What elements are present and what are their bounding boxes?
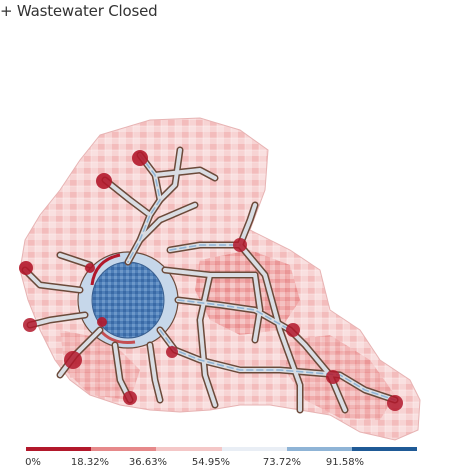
interchange-node	[387, 395, 403, 411]
interchange-node	[85, 263, 95, 273]
interchange-node	[233, 238, 247, 252]
interchange-node	[123, 391, 137, 405]
map-title: + Wastewater Closed	[0, 2, 158, 20]
interchange-nodes	[19, 150, 403, 411]
interchange-node	[286, 323, 300, 337]
interchange-node	[326, 370, 340, 384]
interchange-node	[64, 351, 82, 369]
interchange-node	[97, 317, 107, 327]
interchange-node	[23, 318, 37, 332]
interchange-node	[19, 261, 33, 275]
interchange-node	[96, 173, 112, 189]
interchange-node	[132, 150, 148, 166]
road-network	[21, 146, 399, 414]
interchange-node	[166, 346, 178, 358]
urban-ring-red	[90, 253, 121, 286]
